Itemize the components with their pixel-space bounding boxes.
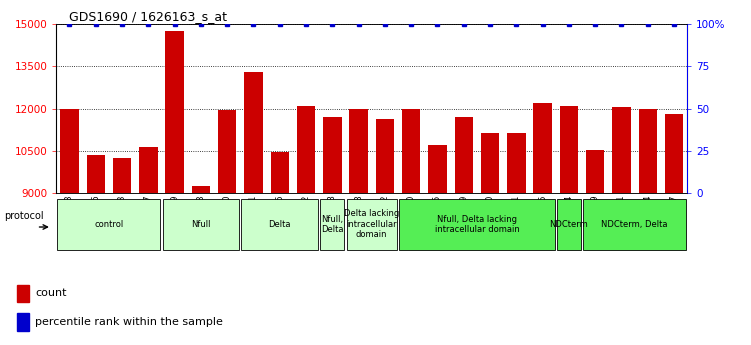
Text: percentile rank within the sample: percentile rank within the sample xyxy=(35,317,223,327)
Text: NDCterm: NDCterm xyxy=(550,220,588,229)
Bar xyxy=(60,109,79,193)
Bar xyxy=(323,117,342,193)
Text: protocol: protocol xyxy=(5,211,44,221)
Bar xyxy=(270,152,289,193)
Bar xyxy=(559,106,578,193)
Text: count: count xyxy=(35,288,67,298)
Bar xyxy=(612,107,631,193)
Bar xyxy=(17,313,29,331)
Bar xyxy=(86,155,105,193)
Text: Delta: Delta xyxy=(269,220,291,229)
FancyBboxPatch shape xyxy=(346,199,397,250)
Text: Nfull, Delta lacking
intracellular domain: Nfull, Delta lacking intracellular domai… xyxy=(435,215,519,234)
Bar xyxy=(297,106,315,193)
Bar xyxy=(402,109,421,193)
Bar xyxy=(481,132,499,193)
Bar xyxy=(376,119,394,193)
Bar xyxy=(533,103,552,193)
Bar xyxy=(586,149,605,193)
FancyBboxPatch shape xyxy=(320,199,345,250)
Bar xyxy=(349,109,368,193)
Bar xyxy=(113,158,131,193)
Bar xyxy=(638,109,657,193)
Bar xyxy=(454,117,473,193)
Text: Delta lacking
intracellular
domain: Delta lacking intracellular domain xyxy=(344,209,400,239)
Text: Nfull: Nfull xyxy=(192,220,210,229)
FancyBboxPatch shape xyxy=(583,199,686,250)
FancyBboxPatch shape xyxy=(399,199,555,250)
Text: control: control xyxy=(95,220,123,229)
FancyBboxPatch shape xyxy=(57,199,161,250)
FancyBboxPatch shape xyxy=(556,199,581,250)
Bar xyxy=(428,145,447,193)
FancyBboxPatch shape xyxy=(162,199,240,250)
Bar xyxy=(507,132,526,193)
Text: GDS1690 / 1626163_s_at: GDS1690 / 1626163_s_at xyxy=(69,10,227,23)
Text: Nfull,
Delta: Nfull, Delta xyxy=(321,215,343,234)
Text: NDCterm, Delta: NDCterm, Delta xyxy=(602,220,668,229)
Bar xyxy=(665,114,683,193)
Bar xyxy=(192,186,210,193)
Bar xyxy=(244,72,263,193)
FancyBboxPatch shape xyxy=(241,199,318,250)
Bar xyxy=(139,147,158,193)
Bar xyxy=(218,110,237,193)
Bar xyxy=(17,285,29,302)
Bar xyxy=(165,31,184,193)
